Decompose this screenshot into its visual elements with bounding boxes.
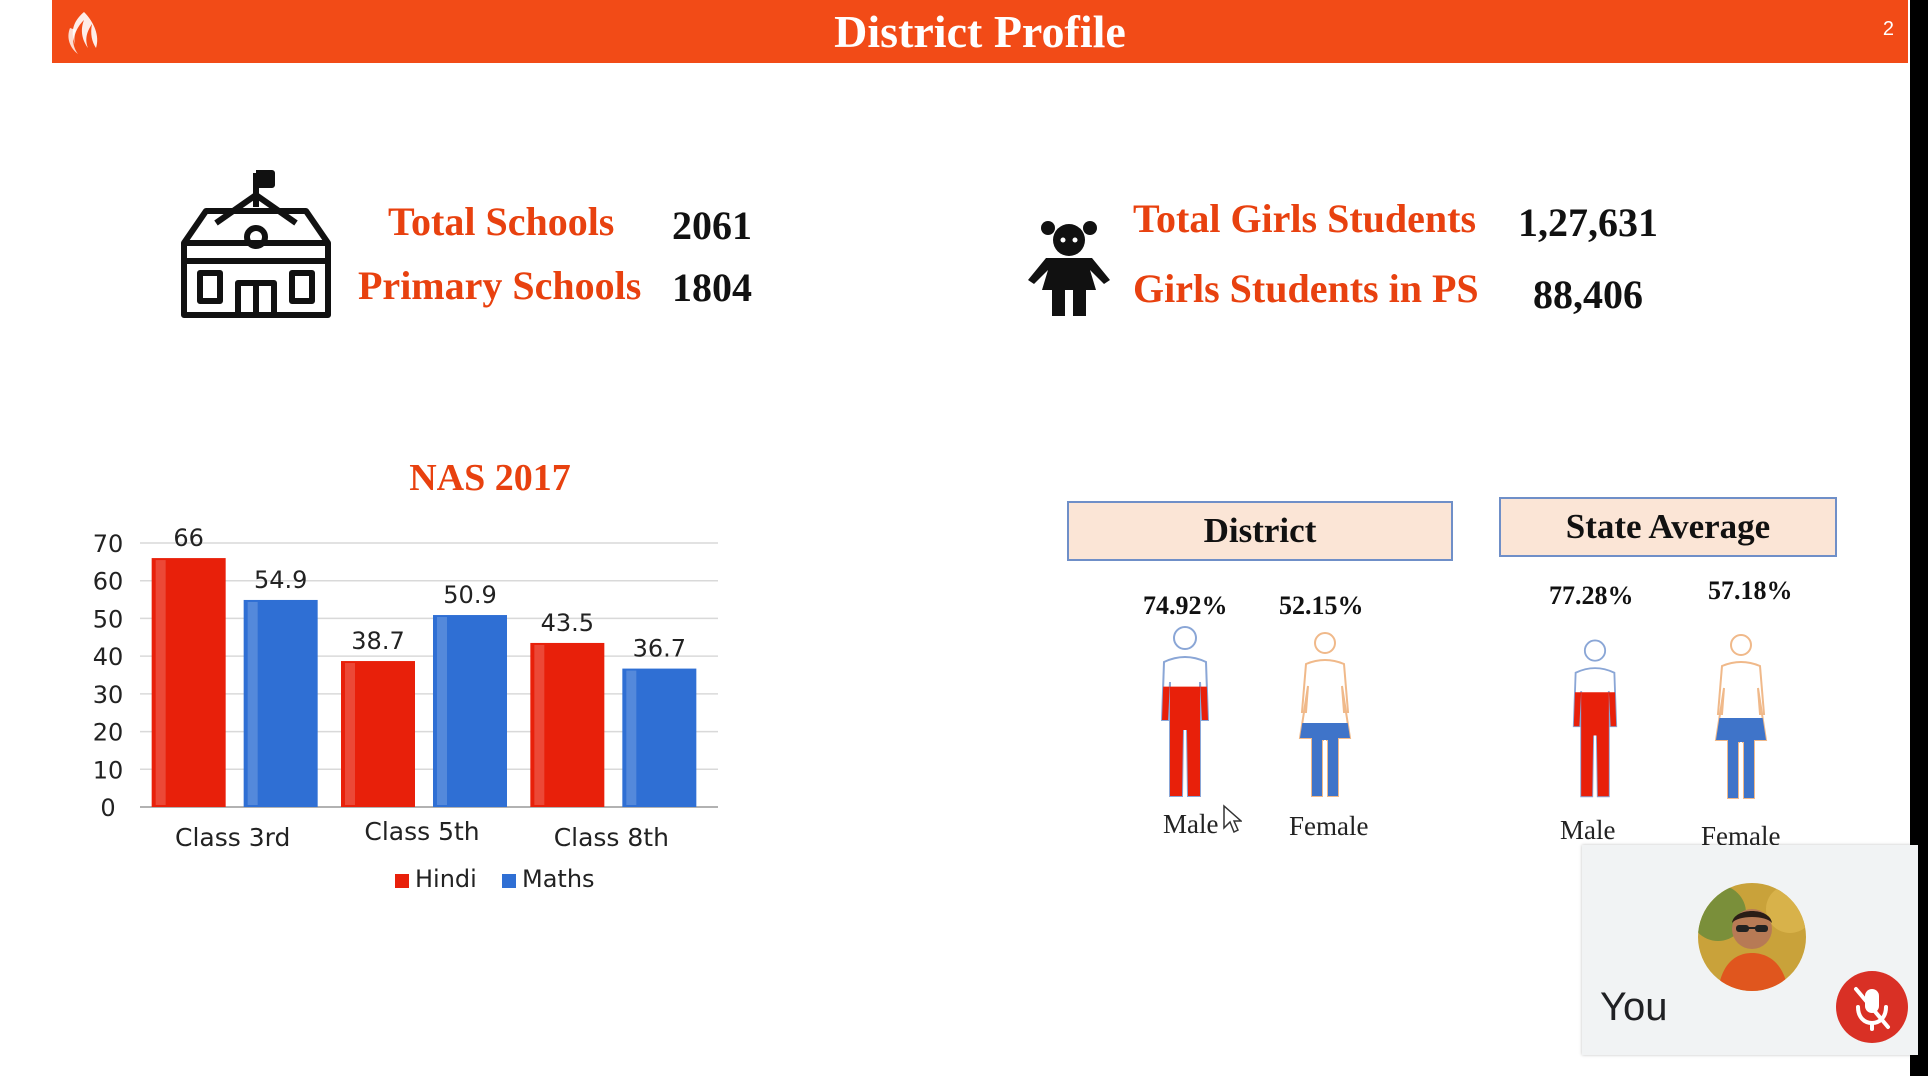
self-video-tile[interactable]: You: [1582, 845, 1918, 1055]
data-label: 50.9: [443, 581, 496, 609]
bar-highlight: [534, 644, 545, 805]
window-edge: [1910, 0, 1928, 1076]
y-tick-label: 20: [93, 719, 124, 747]
state-average-box: State Average: [1499, 497, 1837, 557]
state-female-percent: 57.18%: [1708, 576, 1793, 605]
total-schools-value: 2061: [672, 203, 752, 248]
nas-bar-chart: NAS 2017 0 10 20 30 40 50 60 70 66 54.9 Class 3rd 3…: [93, 457, 718, 893]
bar-hindi: [151, 558, 226, 807]
total-girls-value: 1,27,631: [1518, 200, 1658, 245]
bar-highlight: [155, 560, 166, 805]
school-building-icon: [181, 170, 331, 318]
slide-header: District Profile 2: [52, 0, 1908, 63]
y-tick-label: 70: [93, 530, 124, 558]
flame-logo-icon: [68, 12, 98, 54]
bar-maths: [243, 599, 318, 807]
y-tick-label: 60: [93, 568, 124, 596]
body-fill: [1573, 692, 1617, 797]
legend-swatch: [502, 874, 516, 888]
x-tick-label: Class 8th: [554, 823, 669, 852]
district-male-label: Male: [1163, 809, 1219, 839]
bar-highlight: [345, 663, 355, 805]
state-female-figure: [1714, 634, 1768, 799]
body-fill: [1162, 686, 1208, 796]
head-shape: [1173, 626, 1197, 650]
body-fill: [1300, 722, 1350, 796]
x-tick-label: Class 5th: [364, 817, 479, 846]
bar-hindi: [530, 642, 605, 807]
state-male-label: Male: [1560, 815, 1616, 845]
bar-maths: [433, 615, 507, 807]
primary-schools-value: 1804: [672, 265, 752, 310]
participant-name: You: [1600, 985, 1668, 1029]
y-tick-label: 30: [93, 681, 124, 709]
mouse-cursor-icon: [1223, 804, 1242, 834]
data-label: 66: [173, 524, 204, 552]
head-shape: [1314, 632, 1336, 654]
district-female-percent: 52.15%: [1279, 591, 1364, 620]
district-box: District: [1067, 501, 1453, 561]
state-male-percent: 77.28%: [1549, 581, 1634, 610]
girls-in-ps-value: 88,406: [1533, 272, 1643, 317]
legend-label: Maths: [522, 865, 595, 893]
district-male-figure: [1160, 626, 1210, 797]
head-shape: [1730, 634, 1752, 656]
bar-maths: [622, 668, 697, 807]
mute-button[interactable]: [1836, 971, 1908, 1043]
bar-highlight: [437, 617, 447, 805]
mic-off-icon: [1854, 987, 1890, 1031]
data-label: 38.7: [351, 627, 404, 655]
total-girls-label: Total Girls Students: [1133, 196, 1477, 241]
data-label: 43.5: [541, 609, 594, 637]
y-tick-label: 0: [100, 794, 115, 822]
avatar: [1698, 883, 1806, 991]
girls-in-ps-label: Girls Students in PS: [1133, 266, 1479, 311]
district-female-figure: [1298, 632, 1352, 797]
data-label: 36.7: [633, 635, 686, 663]
legend-label: Hindi: [415, 865, 477, 893]
y-tick-label: 50: [93, 605, 124, 633]
bar-hindi: [341, 661, 415, 807]
girl-student-icon: [1028, 221, 1110, 316]
legend-swatch: [395, 874, 409, 888]
y-tick-label: 40: [93, 643, 124, 671]
chart-title: NAS 2017: [409, 457, 571, 499]
head-shape: [1583, 639, 1607, 662]
total-schools-label: Total Schools: [388, 199, 615, 244]
data-label: 54.9: [254, 566, 307, 594]
bar-highlight: [626, 670, 637, 805]
body-fill: [1716, 717, 1766, 798]
bar-highlight: [247, 601, 258, 805]
primary-schools-label: Primary Schools: [358, 263, 642, 308]
district-female-label: Female: [1289, 811, 1369, 841]
slide-title: District Profile: [834, 6, 1126, 57]
state-male-figure: [1572, 639, 1618, 798]
district-male-percent: 74.92%: [1143, 591, 1228, 620]
x-tick-label: Class 3rd: [175, 823, 290, 852]
slide-number: 2: [1882, 18, 1894, 40]
y-tick-label: 10: [93, 756, 124, 784]
